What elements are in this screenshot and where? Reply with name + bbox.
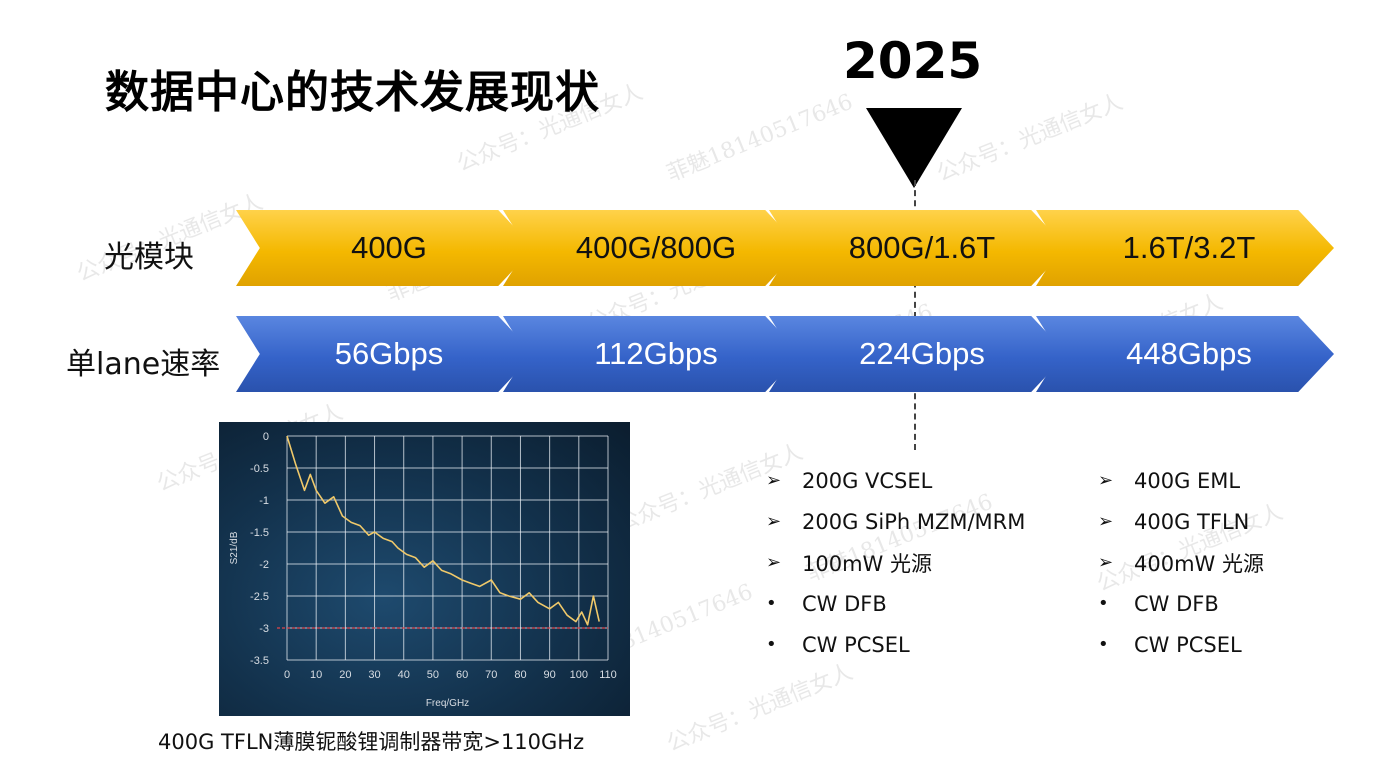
watermark: 菲魅18140517646 [663, 89, 857, 187]
bullet-text: 400G TFLN [1134, 509, 1250, 534]
x-tick-label: 10 [310, 669, 322, 681]
bullet-mark: ➢ [766, 470, 782, 491]
timeline-dashed-line [914, 180, 916, 450]
bullet-text: 400G EML [1134, 468, 1241, 493]
module-chevron-label: 800G/1.6T [848, 230, 996, 265]
x-tick-label: 70 [485, 669, 497, 681]
lane-chevron-3: 224Gbps [769, 316, 1067, 392]
lane-chevron-label: 224Gbps [859, 336, 985, 371]
lane-chevron-4: 448Gbps [1036, 316, 1334, 392]
bullet-text: CW PCSEL [1134, 632, 1242, 657]
lane-chevron-2: 112Gbps [503, 316, 801, 392]
bullet-mark: • [1098, 593, 1109, 614]
bullet-mark: ➢ [766, 552, 782, 573]
bullet-mark: ➢ [1098, 552, 1114, 573]
module-chevron-1: 400G [236, 210, 534, 286]
bullet-text: 200G VCSEL [802, 468, 933, 493]
bullet-mark: • [1098, 634, 1109, 655]
series-line [286, 435, 600, 626]
list-item: ➢ 200G SiPh MZM/MRM [766, 501, 1025, 542]
lane-chevron-label: 448Gbps [1126, 336, 1252, 371]
list-item: • CW DFB [1098, 583, 1264, 624]
y-tick-label: -1.5 [250, 527, 269, 539]
list-item: • CW PCSEL [1098, 624, 1264, 665]
x-tick-label: 110 [599, 669, 617, 681]
y-tick-label: -0.5 [250, 463, 269, 475]
year-label: 2025 [843, 32, 983, 90]
bullet-text: 400mW 光源 [1134, 551, 1264, 576]
s21-plot: 0 10 20 30 40 50 60 70 80 90 100 110 0 -0.5 -1 -1.5 -2 -2… [219, 422, 630, 716]
row-label-lane-rate: 单lane速率 [66, 347, 221, 382]
bullet-text: 100mW 光源 [802, 551, 932, 576]
module-chevron-2: 400G/800G [503, 210, 801, 286]
bullet-list-left: ➢ 200G VCSEL ➢ 200G SiPh MZM/MRM ➢ 100mW 光源… [766, 460, 1025, 665]
bullet-text: CW PCSEL [802, 632, 910, 657]
watermark: 公众号：光通信女人 [663, 659, 857, 757]
list-item: ➢ 200G VCSEL [766, 460, 1025, 501]
module-chevron-label: 1.6T/3.2T [1122, 230, 1256, 265]
bullet-text: CW DFB [1134, 591, 1219, 616]
bullet-mark: ➢ [766, 511, 782, 532]
x-tick-label: 90 [544, 669, 556, 681]
row-label-module: 光模块 [104, 240, 194, 275]
lane-chevron-1: 56Gbps [236, 316, 534, 392]
x-tick-label: 100 [570, 669, 588, 681]
y-tick-label: -1 [259, 495, 269, 507]
bullet-text: CW DFB [802, 591, 887, 616]
list-item: • CW DFB [766, 583, 1025, 624]
module-chevron-3: 800G/1.6T [769, 210, 1067, 286]
page-title: 数据中心的技术发展现状 [105, 67, 600, 118]
y-tick-label: -2 [259, 559, 269, 571]
x-tick-label: 20 [339, 669, 351, 681]
bullet-text: 200G SiPh MZM/MRM [802, 509, 1026, 534]
x-axis-label: Freq/GHz [426, 698, 469, 709]
x-tick-label: 80 [514, 669, 526, 681]
y-tick-label: -3 [259, 623, 269, 635]
bullet-mark: ➢ [1098, 470, 1114, 491]
x-tick-label: 30 [368, 669, 380, 681]
s21-plot-svg: 0 10 20 30 40 50 60 70 80 90 100 110 0 -0.5 -1 -1.5 -2 -2… [229, 431, 617, 709]
list-item: ➢ 400G TFLN [1098, 501, 1264, 542]
bullet-list-right: ➢ 400G EML ➢ 400G TFLN ➢ 400mW 光源 • CW DFB •… [1098, 460, 1264, 665]
bullet-mark: • [766, 634, 777, 655]
module-chevron-label: 400G/800G [575, 230, 737, 265]
x-tick-label: 50 [427, 669, 439, 681]
list-item: ➢ 400mW 光源 [1098, 542, 1264, 583]
y-tick-label: 0 [263, 431, 269, 443]
module-chevron-4: 1.6T/3.2T [1036, 210, 1334, 286]
bullet-mark: • [766, 593, 777, 614]
x-tick-label: 0 [284, 669, 290, 681]
x-tick-label: 40 [398, 669, 410, 681]
lane-chevron-label: 56Gbps [334, 336, 444, 371]
bullet-mark: ➢ [1098, 511, 1114, 532]
y-axis-label: S21/dB [229, 531, 240, 564]
list-item: ➢ 400G EML [1098, 460, 1264, 501]
timeline-marker-triangle [866, 108, 962, 188]
list-item: • CW PCSEL [766, 624, 1025, 665]
plot-caption: 400G TFLN薄膜铌酸锂调制器带宽>110GHz [158, 730, 585, 754]
x-tick-label: 60 [456, 669, 468, 681]
y-tick-label: -2.5 [250, 591, 269, 603]
lane-chevron-label: 112Gbps [594, 336, 718, 371]
y-tick-label: -3.5 [250, 655, 269, 667]
module-chevron-label: 400G [351, 230, 427, 265]
list-item: ➢ 100mW 光源 [766, 542, 1025, 583]
